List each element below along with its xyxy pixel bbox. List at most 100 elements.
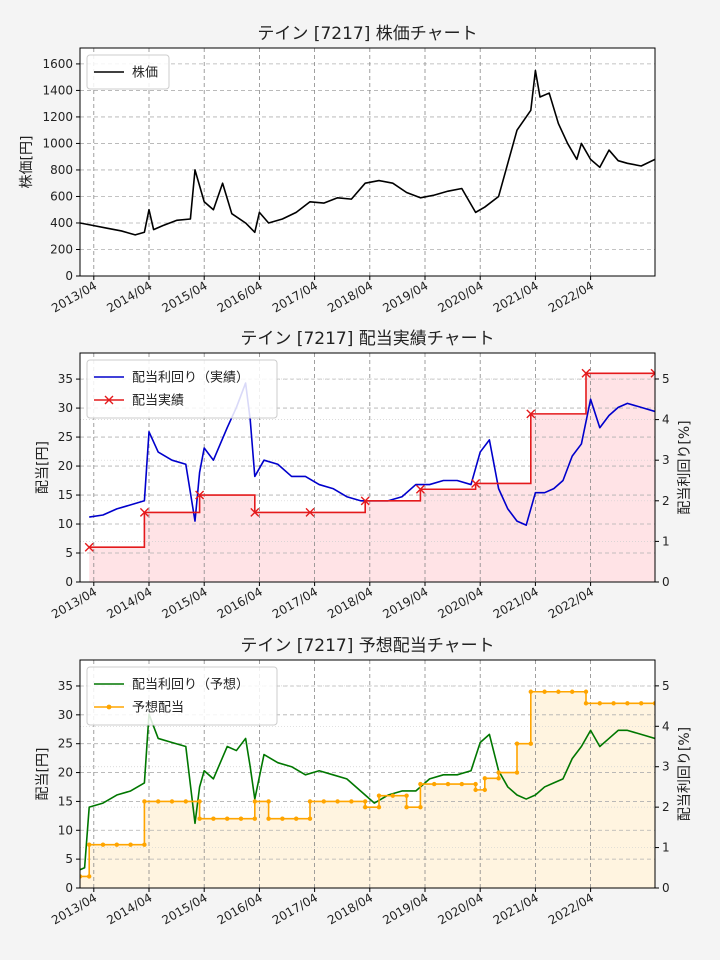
legend-label: 配当利回り（予想）	[132, 677, 249, 693]
dividend-marker	[625, 701, 630, 706]
y-tick-label: 20	[58, 459, 73, 473]
y-right-tick-label: 5	[662, 679, 670, 693]
dividend-marker	[360, 496, 370, 506]
x-tick-label: 2019/04	[380, 584, 430, 621]
dividend-marker	[482, 776, 487, 781]
dividend-marker	[363, 804, 368, 810]
y-tick-label: 20	[58, 766, 73, 780]
y-tick-label: 30	[58, 401, 73, 415]
dividend-marker	[156, 799, 161, 804]
legend: 株価	[86, 54, 170, 90]
dividend-marker	[349, 799, 354, 804]
dividend-marker	[307, 816, 313, 821]
x-tick-label: 2015/04	[160, 890, 210, 927]
y-right-tick-label: 1	[662, 534, 670, 548]
x-tick-label: 2014/04	[104, 278, 154, 315]
dividend-marker	[266, 799, 271, 804]
y-right-tick-label: 3	[662, 760, 670, 774]
legend-label: 配当実績	[132, 393, 184, 409]
y-right-tick-label: 0	[662, 881, 670, 895]
y-right-tick-label: 4	[662, 719, 670, 733]
series-1	[80, 713, 655, 871]
y-tick-label: 5	[65, 852, 73, 866]
dividend-marker	[526, 409, 536, 419]
dividend-marker	[252, 799, 257, 804]
y-tick-label: 1200	[42, 110, 73, 124]
dividend-marker	[128, 842, 133, 847]
y-tick-label: 1600	[42, 57, 73, 71]
dividend-marker	[87, 874, 92, 879]
dividend-marker	[583, 689, 589, 694]
dividend-marker	[197, 799, 202, 804]
x-tick-label: 2014/04	[104, 584, 154, 621]
dividend-marker	[280, 816, 285, 821]
series-2	[84, 368, 655, 552]
y-tick-label: 800	[50, 163, 73, 177]
dividend-marker	[305, 507, 315, 517]
y-tick-label: 400	[50, 216, 73, 230]
dividend-marker	[650, 368, 655, 378]
y-right-tick-label: 5	[662, 372, 670, 386]
dividend-marker	[542, 689, 547, 694]
x-tick-label: 2015/04	[160, 278, 210, 315]
dividend-marker	[363, 799, 368, 804]
series-1	[80, 69, 655, 236]
y-tick-label: 25	[58, 737, 73, 751]
y-tick-label: 200	[50, 242, 73, 256]
chart-2: 0 5 10 15 20 25 30 35 0 1 2 3 4 5 2013/04 2014/04 2015/0…	[35, 329, 693, 622]
dividend-marker	[87, 842, 92, 847]
yield-line	[80, 713, 655, 871]
y-axis-label: 配当[円]	[35, 441, 51, 494]
dividend-marker	[195, 490, 205, 500]
dividend-marker	[321, 799, 326, 804]
x-tick-label: 2020/04	[436, 890, 486, 927]
series-2	[80, 689, 655, 879]
y-tick-label: 10	[58, 517, 73, 531]
x-tick-label: 2022/04	[546, 890, 596, 927]
dividend-area-fill	[80, 691, 655, 888]
dividend-marker	[404, 804, 409, 810]
y-tick-label: 0	[65, 575, 73, 589]
dividend-marker	[183, 799, 188, 804]
y-tick-label: 35	[58, 679, 73, 693]
dividend-marker	[496, 770, 501, 775]
dividend-marker	[142, 799, 147, 804]
y-tick-label: 25	[58, 430, 73, 444]
dividend-marker	[252, 816, 257, 821]
dividend-marker	[415, 484, 425, 494]
dividend-marker	[307, 799, 313, 804]
dividend-marker	[114, 842, 120, 847]
y-right-tick-label: 3	[662, 453, 670, 467]
dividend-marker	[639, 701, 644, 706]
y-axis-label: 株価[円]	[19, 136, 35, 189]
x-tick-label: 2017/04	[270, 890, 320, 927]
dividend-marker	[570, 689, 575, 694]
dividend-marker	[84, 542, 94, 552]
dividend-marker	[100, 842, 106, 847]
dividend-marker	[335, 799, 340, 804]
y-tick-label: 35	[58, 372, 73, 386]
y-right-tick-label: 2	[662, 494, 670, 508]
x-tick-label: 2018/04	[325, 584, 375, 621]
dividend-marker	[211, 816, 216, 821]
legend-label: 株価	[132, 66, 158, 81]
y-tick-label: 15	[58, 794, 73, 808]
dividend-marker	[445, 781, 451, 787]
dividend-marker	[459, 781, 464, 787]
dividend-marker	[581, 368, 591, 378]
dividend-marker	[390, 793, 395, 798]
legend-box	[86, 359, 278, 419]
axes-frame	[79, 352, 656, 583]
chart-1: 0 200 400 600 800 1000 1200 1400 1600 2013/04 2014…	[19, 24, 656, 316]
dividend-marker	[139, 507, 149, 517]
dividend-marker	[225, 816, 230, 821]
x-tick-label: 2021/04	[491, 584, 541, 621]
dividend-marker	[528, 741, 533, 746]
legend-box	[86, 54, 170, 90]
x-tick-label: 2020/04	[436, 584, 486, 621]
chart-3: 0 5 10 15 20 25 30 35 0 1 2 3 4 5 2013/04 2014/04 2015/0…	[35, 636, 693, 928]
dividend-marker	[250, 507, 260, 517]
dividend-marker	[556, 689, 561, 694]
dividend-marker	[294, 816, 299, 821]
